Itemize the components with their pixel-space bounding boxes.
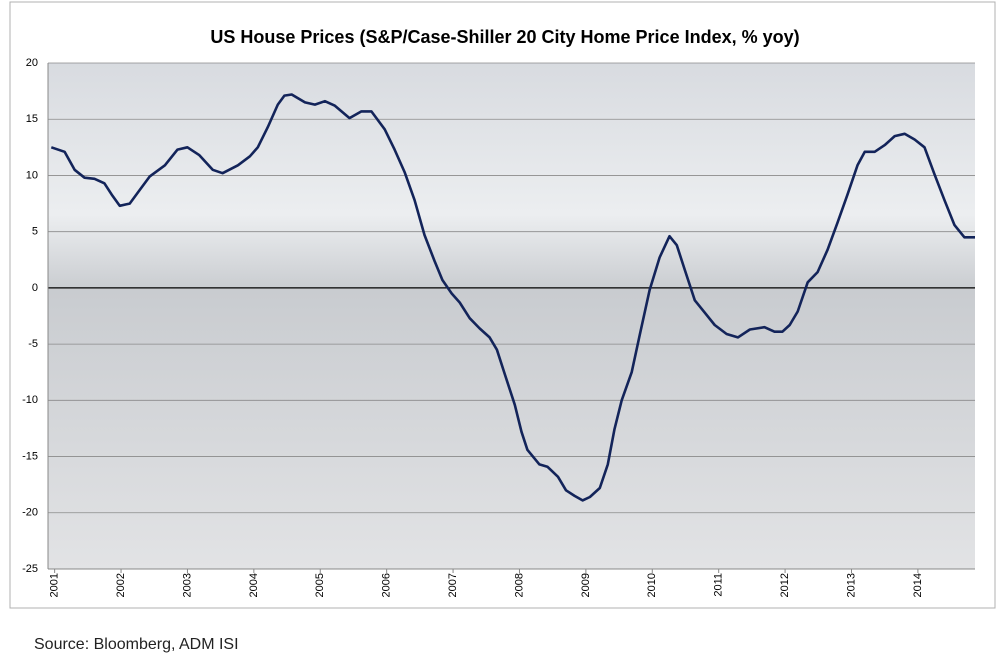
x-tick-label: 2004 [248, 573, 260, 597]
x-tick-label: 2014 [912, 573, 924, 597]
x-tick-label: 2005 [314, 573, 326, 597]
source-note: Source: Bloomberg, ADM ISI [34, 636, 239, 653]
x-tick-label: 2002 [115, 573, 127, 597]
chart-title: US House Prices (S&P/Case-Shiller 20 Cit… [210, 27, 799, 47]
y-tick-label: 15 [26, 113, 38, 125]
x-tick-label: 2003 [181, 573, 193, 597]
data-line [50, 93, 975, 502]
y-tick-label: -5 [28, 338, 38, 350]
y-tick-label: 5 [32, 226, 38, 238]
x-tick-label: 2001 [49, 573, 61, 597]
plot-area [48, 63, 975, 569]
x-tick-label: 2009 [580, 573, 592, 597]
y-tick-label: -10 [22, 394, 38, 406]
x-tick-label: 2013 [845, 573, 857, 597]
x-tick-label: 2010 [646, 573, 658, 597]
y-tick-label: -15 [22, 450, 38, 462]
y-tick-label: -25 [22, 563, 38, 575]
y-tick-label: 10 [26, 169, 38, 181]
x-tick-label: 2011 [713, 573, 725, 597]
y-tick-label: 0 [32, 282, 38, 294]
x-tick-label: 2007 [447, 573, 459, 597]
x-tick-label: 2006 [381, 573, 393, 597]
x-tick-label: 2008 [513, 573, 525, 597]
y-tick-label: -20 [22, 507, 38, 519]
y-tick-label: 20 [26, 57, 38, 69]
x-tick-label: 2012 [779, 573, 791, 597]
